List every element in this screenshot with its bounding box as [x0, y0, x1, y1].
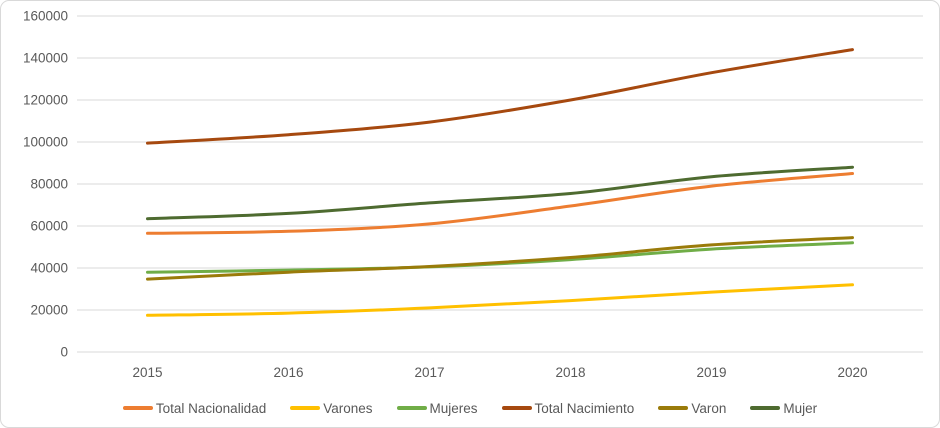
legend-swatch-icon [501, 406, 532, 410]
legend-swatch-icon [122, 406, 153, 410]
y-tick-label: 80000 [30, 177, 68, 192]
series-line-mujer [146, 165, 854, 221]
x-tick-label: 2017 [414, 365, 444, 380]
y-tick-label: 140000 [23, 51, 68, 66]
legend-item-total-nacimiento[interactable]: Total Nacimiento [501, 400, 635, 416]
x-tick-label: 2019 [696, 365, 726, 380]
legend-item-total-nacionalidad[interactable]: Total Nacionalidad [122, 400, 267, 416]
x-tick-label: 2020 [837, 365, 867, 380]
x-tick-label: 2016 [273, 365, 303, 380]
y-tick-label: 20000 [30, 303, 68, 318]
legend-swatch-icon [750, 406, 781, 410]
legend-swatch-icon [396, 406, 427, 410]
y-tick-label: 160000 [23, 9, 68, 24]
legend-label: Total Nacimiento [534, 400, 635, 416]
x-axis-labels: 2015 2016 2017 2018 2019 2020 [132, 365, 867, 380]
legend-item-mujeres[interactable]: Mujeres [396, 400, 478, 416]
series-line-total-nacionalidad [146, 172, 854, 235]
legend-label: Varon [691, 400, 727, 416]
legend-label: Total Nacionalidad [155, 400, 267, 416]
legend-item-mujer[interactable]: Mujer [750, 401, 817, 416]
gridlines [77, 15, 923, 353]
line-chart: 0 20000 40000 60000 80000 100000 120000 140000 1… [23, 9, 923, 380]
x-tick-label: 2018 [555, 365, 585, 380]
plot-lines [146, 48, 854, 317]
legend-label: Mujeres [429, 400, 478, 416]
y-tick-label: 40000 [30, 261, 68, 276]
legend-swatch-icon [658, 406, 689, 410]
legend-swatch-icon [290, 406, 321, 410]
y-tick-label: 60000 [30, 219, 68, 234]
legend: Total Nacionalidad Varones Mujeres Total Na… [1, 391, 939, 427]
legend-item-varon[interactable]: Varon [658, 401, 726, 416]
y-tick-label: 0 [60, 345, 68, 360]
legend-item-varones[interactable]: Varones [290, 400, 373, 416]
y-tick-label: 100000 [23, 135, 68, 150]
series-line-varon [146, 236, 854, 281]
y-axis-labels: 0 20000 40000 60000 80000 100000 120000 140000 1… [23, 9, 68, 360]
legend-label: Varones [323, 400, 373, 416]
x-tick-label: 2015 [132, 365, 162, 380]
y-tick-label: 120000 [23, 93, 68, 108]
series-line-total-nacimiento [146, 48, 854, 145]
series-line-varones [146, 283, 854, 317]
legend-label: Mujer [783, 400, 818, 416]
